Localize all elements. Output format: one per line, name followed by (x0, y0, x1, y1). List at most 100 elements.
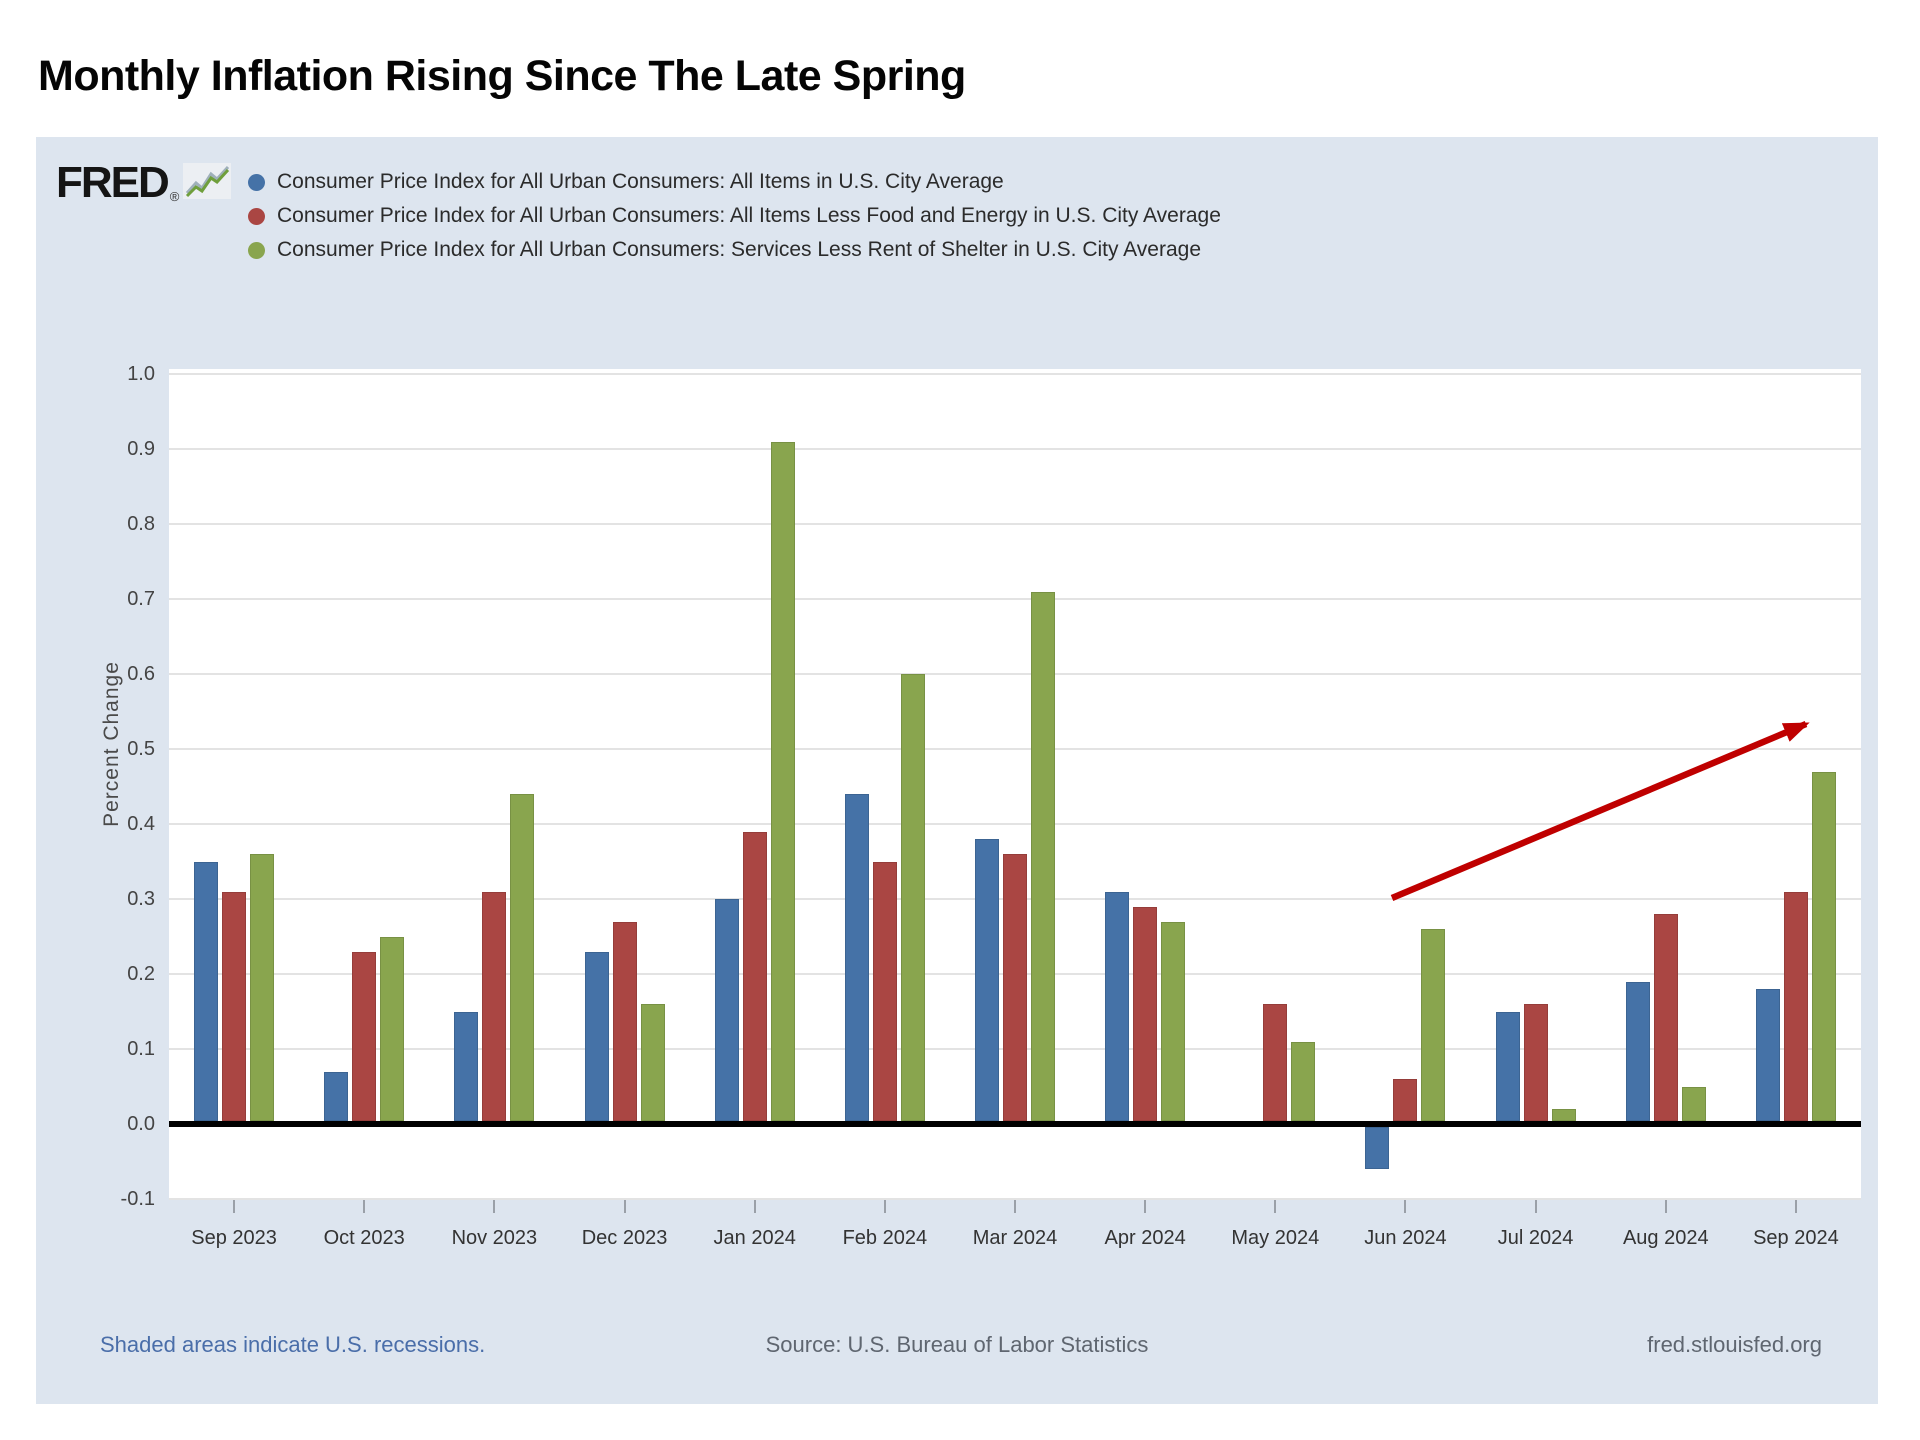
bar-s1-dec-2023 (612, 921, 637, 1121)
y-tick-label: 0.5 (127, 738, 155, 760)
gridline (169, 1198, 1861, 1200)
x-axis-label: Apr 2024 (1104, 1227, 1186, 1249)
bar-s1-feb-2024 (872, 861, 897, 1121)
fred-chart: FRED ® Consumer Price Index for All Urba… (36, 137, 1878, 1404)
gridline (169, 448, 1861, 450)
bar-s0-aug-2024 (1625, 981, 1650, 1121)
x-axis-label: Jan 2024 (713, 1227, 796, 1249)
y-tick-label: 0.6 (127, 663, 155, 685)
x-axis-label: Nov 2023 (451, 1227, 538, 1249)
fred-logo: FRED ® (56, 161, 233, 205)
page-title: Monthly Inflation Rising Since The Late … (38, 52, 966, 100)
legend-label: Consumer Price Index for All Urban Consu… (277, 238, 1202, 261)
bar-s0-dec-2023 (584, 951, 609, 1121)
bar-s0-feb-2024 (844, 794, 869, 1121)
bar-s1-may-2024 (1263, 1004, 1288, 1121)
bar-s0-jul-2024 (1495, 1011, 1520, 1121)
x-axis-label: Jul 2024 (1497, 1227, 1574, 1249)
y-tick-label: 0.1 (127, 1038, 155, 1060)
gridline (169, 823, 1861, 825)
x-tick (1144, 1200, 1147, 1213)
x-tick (493, 1200, 496, 1213)
x-tick (1794, 1200, 1797, 1213)
bar-s2-oct-2023 (380, 936, 405, 1121)
registered-mark: ® (169, 189, 180, 204)
bar-s0-sep-2024 (1755, 989, 1780, 1121)
y-tick-label: 0.7 (127, 588, 155, 610)
bar-s2-dec-2023 (640, 1004, 665, 1121)
source-text: Source: U.S. Bureau of Labor Statistics (765, 1332, 1149, 1357)
bar-s0-oct-2023 (324, 1071, 349, 1121)
gridline (169, 598, 1861, 600)
bar-s1-mar-2024 (1003, 854, 1027, 1121)
legend-item-core: Consumer Price Index for All Urban Consu… (248, 199, 1221, 233)
recessions-note-link[interactable]: Shaded areas indicate U.S. recessions. (100, 1332, 486, 1357)
x-axis-label: Dec 2023 (581, 1227, 668, 1249)
y-tick-label: 0.0 (127, 1113, 155, 1135)
y-tick-label: 1.0 (127, 363, 155, 385)
bar-s0-sep-2023 (194, 861, 219, 1121)
y-tick-label: 0.2 (127, 963, 155, 985)
legend-dot-green (248, 241, 265, 259)
bar-s2-jun-2024 (1421, 929, 1446, 1121)
x-tick (1274, 1200, 1277, 1213)
x-tick (1014, 1200, 1016, 1213)
bar-s1-sep-2024 (1783, 891, 1808, 1121)
bar-s0-apr-2024 (1105, 891, 1130, 1121)
x-axis-label: Jun 2024 (1364, 1227, 1447, 1249)
legend-item-all-items: Consumer Price Index for All Urban Consu… (248, 165, 1221, 199)
x-tick (1534, 1200, 1537, 1213)
x-tick (753, 1200, 756, 1213)
x-tick (623, 1200, 626, 1213)
x-axis-label: Sep 2024 (1753, 1227, 1839, 1249)
bar-s2-jan-2024 (770, 441, 795, 1121)
legend-dot-red (248, 207, 265, 225)
zero-line (169, 1121, 1861, 1127)
x-axis-label: Mar 2024 (972, 1227, 1058, 1249)
x-axis-label: Feb 2024 (842, 1227, 928, 1249)
x-axis-label: Oct 2023 (323, 1227, 405, 1249)
bar-s0-mar-2024 (975, 839, 999, 1121)
bar-s0-nov-2023 (454, 1011, 479, 1121)
bar-s1-oct-2023 (352, 951, 377, 1121)
y-tick-label: 0.4 (127, 813, 155, 835)
y-tick-label: 0.8 (127, 513, 155, 535)
gridline (169, 673, 1861, 675)
gridline (169, 373, 1861, 375)
x-tick (883, 1200, 886, 1213)
y-tick-label: -0.1 (120, 1188, 155, 1210)
x-axis-label: May 2024 (1231, 1227, 1320, 1249)
legend-label: Consumer Price Index for All Urban Consu… (277, 170, 1004, 193)
bar-s2-may-2024 (1291, 1041, 1316, 1121)
y-tick-label: 0.9 (127, 438, 155, 460)
bar-s1-apr-2024 (1133, 906, 1158, 1121)
gridline (169, 748, 1861, 750)
bar-s2-sep-2023 (250, 854, 275, 1121)
legend: Consumer Price Index for All Urban Consu… (248, 165, 1221, 267)
fred-site-link[interactable]: fred.stlouisfed.org (1647, 1332, 1822, 1357)
bar-s1-jul-2024 (1523, 1004, 1548, 1121)
bar-s2-aug-2024 (1681, 1086, 1706, 1121)
x-tick (1404, 1200, 1407, 1213)
legend-dot-blue (248, 173, 265, 191)
gridline (169, 523, 1861, 525)
x-tick (233, 1200, 236, 1213)
bar-s2-nov-2023 (510, 794, 535, 1121)
x-tick (1664, 1200, 1667, 1213)
legend-item-services: Consumer Price Index for All Urban Consu… (248, 233, 1221, 267)
bar-s1-jun-2024 (1393, 1079, 1418, 1121)
bar-s1-nov-2023 (482, 891, 507, 1121)
bar-s1-sep-2023 (222, 891, 247, 1121)
bar-s2-sep-2024 (1811, 771, 1836, 1121)
bar-s0-jan-2024 (714, 899, 739, 1121)
line-chart-squiggle-icon (183, 163, 232, 199)
bar-s0-jun-2024 (1365, 1127, 1390, 1169)
bar-s2-apr-2024 (1161, 921, 1186, 1121)
x-tick (363, 1200, 366, 1213)
fred-logo-text: FRED (56, 158, 170, 207)
bar-s2-jul-2024 (1551, 1109, 1576, 1121)
bar-s1-jan-2024 (742, 831, 767, 1121)
y-tick-label: 0.3 (127, 888, 155, 910)
plot-area (169, 369, 1861, 1213)
bar-s2-mar-2024 (1031, 591, 1055, 1121)
